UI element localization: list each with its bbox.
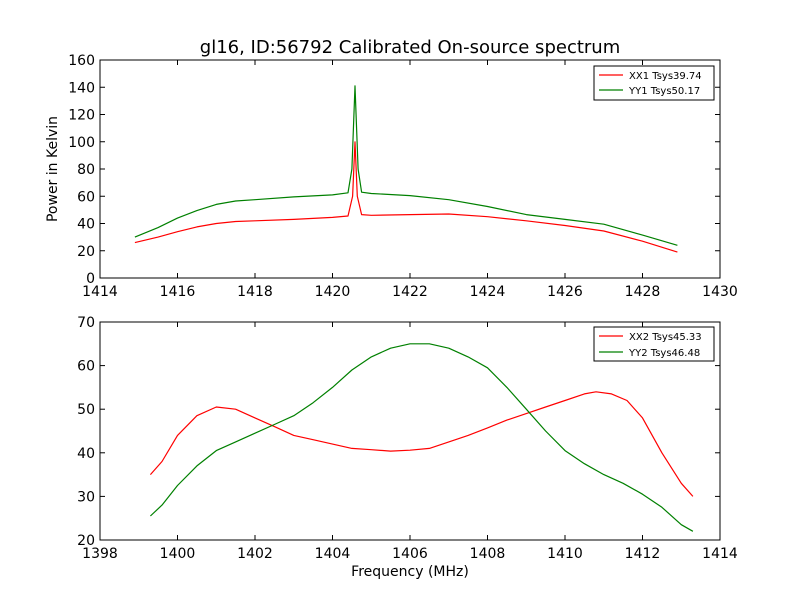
- top-legend-box: [593, 65, 715, 101]
- top-y-tick-label: 140: [68, 80, 95, 96]
- bottom-x-tick-label: 1402: [237, 546, 273, 562]
- top-y-tick-label: 40: [77, 217, 95, 233]
- top-y-tick-label: 120: [68, 108, 95, 124]
- bottom-x-tick-label: 1400: [160, 546, 196, 562]
- bottom-y-tick-label: 30: [77, 489, 95, 505]
- bottom-legend: XX2 Tsys45.33 YY2 Tsys46.48: [593, 326, 715, 362]
- bottom-y-tick-label: 50: [77, 402, 95, 418]
- bottom-y-tick-label: 20: [77, 533, 95, 549]
- top-axes: 1414 1416 1418 1420 1422 1424 1426 1428 1430 0 20 4…: [45, 53, 738, 300]
- top-y-tick-label: 20: [77, 244, 95, 260]
- top-y-tick-label: 60: [77, 189, 95, 205]
- top-x-tick-label: 1428: [625, 284, 661, 300]
- top-plot-lines: [134, 85, 678, 253]
- top-axes-ticks: 1414 1416 1418 1420 1422 1424 1426 1428 1430 0 20 4…: [68, 53, 738, 300]
- bottom-x-axis-label: Frequency (MHz): [351, 564, 469, 580]
- bottom-x-tick-label: 1410: [547, 546, 583, 562]
- top-series-line-1: [134, 85, 678, 246]
- top-legend-label-yy1: YY1 Tsys50.17: [628, 86, 700, 97]
- bottom-legend-label-yy2: YY2 Tsys46.48: [628, 348, 700, 359]
- bottom-series-line-0: [149, 391, 694, 497]
- top-x-tick-label: 1414: [82, 284, 118, 300]
- top-y-tick-label: 80: [77, 162, 95, 178]
- bottom-series-line-1: [149, 343, 694, 532]
- bottom-y-tick-label: 70: [77, 315, 95, 331]
- top-legend: XX1 Tsys39.74 YY1 Tsys50.17: [593, 65, 715, 101]
- bottom-axes-ticks: 1398 1400 1402 1404 1406 1408 1410 1412 1414 20 30…: [77, 315, 738, 562]
- bottom-x-tick-label: 1412: [625, 546, 661, 562]
- bottom-x-tick-label: 1406: [392, 546, 428, 562]
- top-x-tick-label: 1422: [392, 284, 428, 300]
- top-y-tick-label: 100: [68, 135, 95, 151]
- bottom-x-tick-label: 1404: [315, 546, 351, 562]
- chart-title: gl16, ID:56792 Calibrated On-source spec…: [200, 37, 620, 58]
- bottom-x-tick-label: 1398: [82, 546, 118, 562]
- top-x-tick-label: 1420: [315, 284, 351, 300]
- bottom-x-tick-label: 1408: [470, 546, 506, 562]
- top-series-line-0: [134, 141, 678, 253]
- bottom-axes: 1398 1400 1402 1404 1406 1408 1410 1412 1414 20 30…: [77, 315, 738, 580]
- top-x-tick-label: 1430: [702, 284, 738, 300]
- bottom-legend-label-xx2: XX2 Tsys45.33: [629, 332, 702, 343]
- bottom-y-tick-label: 40: [77, 446, 95, 462]
- bottom-x-tick-label: 1414: [702, 546, 738, 562]
- top-y-axis-label: Power in Kelvin: [45, 116, 61, 222]
- top-x-tick-label: 1426: [547, 284, 583, 300]
- top-x-tick-label: 1418: [237, 284, 273, 300]
- top-y-tick-label: 160: [68, 53, 95, 69]
- bottom-plot-lines: [149, 343, 694, 532]
- top-legend-label-xx1: XX1 Tsys39.74: [629, 71, 702, 82]
- bottom-y-tick-label: 60: [77, 359, 95, 375]
- top-y-tick-label: 0: [86, 271, 95, 287]
- bottom-legend-box: [593, 326, 715, 362]
- top-x-tick-label: 1416: [160, 284, 196, 300]
- top-x-tick-label: 1424: [470, 284, 506, 300]
